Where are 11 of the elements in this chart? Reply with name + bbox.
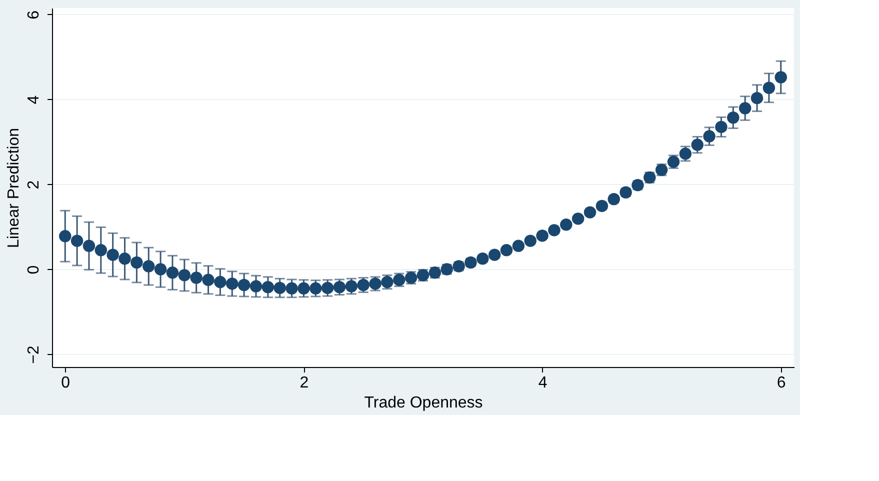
y-tick-label: 2 [26, 180, 42, 190]
y-tick-label: 0 [26, 265, 42, 274]
x-tick-label: 0 [61, 374, 70, 392]
y-tick-label: 6 [26, 10, 42, 20]
y-tick-label: 4 [26, 95, 42, 104]
x-tick-label: 2 [300, 374, 309, 392]
x-axis-title: Trade Openness [364, 394, 483, 412]
x-tick-label: 4 [538, 374, 548, 392]
y-tick-label: −2 [26, 346, 42, 364]
y-axis-title: Linear Prediction [6, 128, 22, 248]
x-tick-label: 6 [776, 374, 786, 392]
